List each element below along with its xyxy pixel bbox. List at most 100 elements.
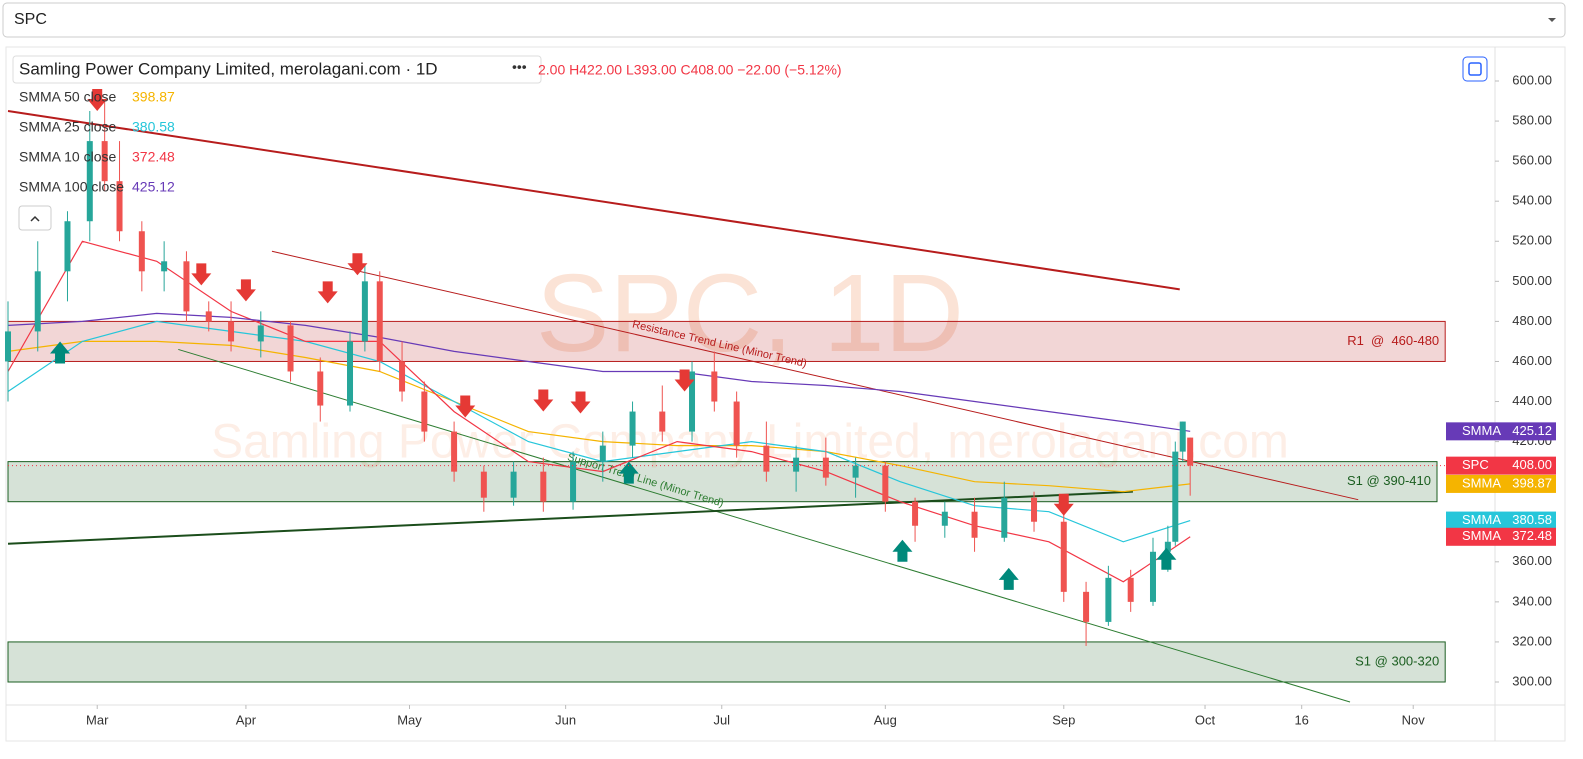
zone-label: S1 @ 300-320 bbox=[1355, 653, 1439, 668]
x-tick-label: Aug bbox=[874, 712, 897, 727]
candle-body bbox=[101, 141, 108, 182]
legend-value: 398.87 bbox=[132, 89, 175, 105]
candle-body bbox=[570, 461, 577, 502]
x-tick-label: 16 bbox=[1294, 712, 1308, 727]
y-tick-label: 360.00 bbox=[1512, 553, 1552, 568]
y-tick-label: 540.00 bbox=[1512, 193, 1552, 208]
candle-body bbox=[599, 445, 606, 462]
candle-body bbox=[1031, 497, 1038, 522]
price-tag bbox=[1446, 527, 1556, 546]
y-tick-label: 480.00 bbox=[1512, 313, 1552, 328]
down-arrow bbox=[674, 369, 695, 392]
price-tag-value: 425.12 bbox=[1512, 423, 1552, 438]
candle-body bbox=[711, 371, 718, 402]
settings-icon bbox=[1468, 62, 1482, 76]
candle-body bbox=[480, 471, 487, 498]
candle-body bbox=[540, 471, 547, 502]
x-tick-label: Oct bbox=[1195, 712, 1216, 727]
down-arrow bbox=[570, 391, 591, 414]
candle-body bbox=[629, 411, 636, 446]
trend-line bbox=[178, 348, 1351, 703]
legend-value: 425.12 bbox=[132, 179, 175, 195]
down-arrow bbox=[1053, 493, 1074, 516]
candle-body bbox=[1149, 551, 1156, 602]
candle-body bbox=[317, 371, 324, 406]
zone bbox=[7, 461, 1438, 503]
down-arrow bbox=[455, 395, 476, 418]
x-tick-label: Jun bbox=[555, 712, 576, 727]
candle-body bbox=[161, 261, 168, 272]
zone bbox=[7, 641, 1446, 683]
y-tick-label: 500.00 bbox=[1512, 273, 1552, 288]
candle-body bbox=[1105, 577, 1112, 622]
candle-body bbox=[1172, 451, 1179, 542]
down-arrow bbox=[347, 253, 368, 276]
candle-body bbox=[376, 281, 383, 362]
legend-name: SMMA 100 close bbox=[19, 179, 124, 195]
y-tick-label: 580.00 bbox=[1512, 113, 1552, 128]
chart-title: Samling Power Company Limited, merolagan… bbox=[19, 59, 438, 78]
x-tick-label: Jul bbox=[713, 712, 730, 727]
y-tick-label: 600.00 bbox=[1512, 72, 1552, 87]
settings-button[interactable] bbox=[1462, 56, 1488, 82]
more-button[interactable]: ••• bbox=[512, 59, 527, 75]
zone-label: R1 @ 460-480 bbox=[1347, 333, 1439, 348]
candle-body bbox=[228, 321, 235, 342]
legend-name: SMMA 10 close bbox=[19, 149, 116, 165]
price-tag-value: 408.00 bbox=[1512, 457, 1552, 472]
x-tick-label: Nov bbox=[1402, 712, 1426, 727]
legend-value: 380.58 bbox=[132, 119, 175, 135]
y-tick-label: 460.00 bbox=[1512, 353, 1552, 368]
y-tick-label: 320.00 bbox=[1512, 633, 1552, 648]
down-arrow bbox=[191, 263, 212, 286]
candle-body bbox=[116, 181, 123, 232]
price-tag bbox=[1446, 456, 1556, 475]
candle-body bbox=[1083, 591, 1090, 622]
price-tag-name: SMMA bbox=[1462, 423, 1501, 438]
candle-body bbox=[510, 471, 517, 498]
watermark: SPC, 1D bbox=[536, 252, 964, 375]
chart-frame bbox=[5, 46, 1566, 742]
candle-body bbox=[912, 501, 919, 526]
y-tick-label: 340.00 bbox=[1512, 593, 1552, 608]
x-tick-label: Mar bbox=[86, 712, 109, 727]
candle-body bbox=[1060, 521, 1067, 592]
candle-body bbox=[793, 457, 800, 472]
price-tag-name: SMMA bbox=[1462, 475, 1501, 490]
y-tick-label: 440.00 bbox=[1512, 393, 1552, 408]
candle-body bbox=[763, 445, 770, 472]
candle-body bbox=[34, 271, 41, 332]
symbol-dropdown[interactable] bbox=[2, 2, 1566, 38]
down-arrow bbox=[235, 279, 256, 302]
candle-body bbox=[399, 361, 406, 392]
x-tick-label: May bbox=[397, 712, 422, 727]
price-tag-name: SPC bbox=[1462, 457, 1489, 472]
candle-body bbox=[451, 431, 458, 472]
dropdown-caret bbox=[1548, 18, 1556, 22]
legend-value: 372.48 bbox=[132, 149, 175, 165]
candle-body bbox=[1127, 577, 1134, 602]
candle-body bbox=[361, 281, 368, 342]
candle-body bbox=[689, 371, 696, 432]
candle-body bbox=[852, 465, 859, 478]
candle-body bbox=[1187, 437, 1194, 466]
candle-body bbox=[64, 221, 71, 272]
zone-label: S1 @ 390-410 bbox=[1347, 473, 1431, 488]
down-arrow bbox=[533, 389, 554, 412]
price-tag-name: SMMA bbox=[1462, 528, 1501, 543]
down-arrow bbox=[317, 281, 338, 304]
legend-title-box bbox=[12, 55, 542, 84]
candle-body bbox=[138, 231, 145, 272]
collapse-icon bbox=[30, 215, 40, 222]
candle-body bbox=[941, 511, 948, 526]
candle-body bbox=[733, 401, 740, 446]
x-tick-label: Sep bbox=[1052, 712, 1075, 727]
candle-body bbox=[971, 511, 978, 538]
up-arrow bbox=[1156, 547, 1177, 570]
candle-body bbox=[205, 311, 212, 322]
candle-body bbox=[1179, 421, 1186, 452]
candle-body bbox=[257, 325, 264, 342]
y-tick-label: 520.00 bbox=[1512, 233, 1552, 248]
